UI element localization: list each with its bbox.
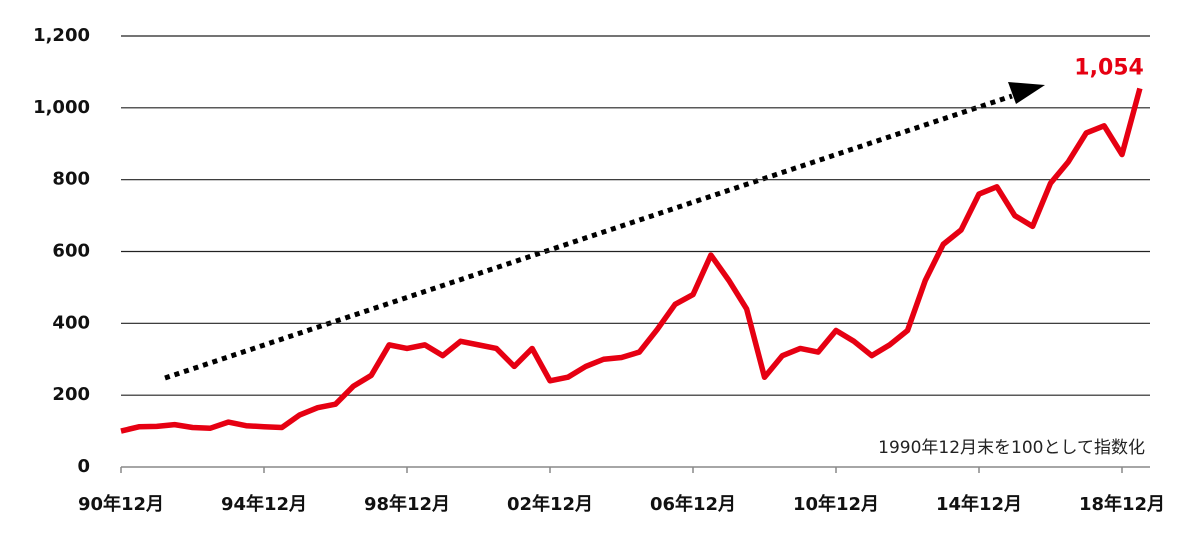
value-label: 1,054 (1074, 55, 1144, 80)
x-tick-label: 94年12月 (221, 493, 307, 515)
y-tick-label: 1,000 (33, 97, 90, 118)
y-tick-label: 200 (52, 384, 90, 405)
x-tick-label: 10年12月 (793, 493, 879, 515)
y-tick-label: 400 (52, 312, 90, 333)
x-tick-label: 98年12月 (364, 493, 450, 515)
y-tick-label: 0 (77, 456, 90, 477)
x-tick-label: 06年12月 (650, 493, 736, 515)
annotation: 1990年12月末を100として指数化 (878, 438, 1145, 458)
y-tick-label: 800 (52, 169, 90, 190)
x-tick-label: 90年12月 (78, 493, 164, 515)
arrow-head (1008, 82, 1045, 104)
x-tick-label: 18年12月 (1079, 493, 1165, 515)
y-tick-label: 600 (52, 241, 90, 262)
y-tick-label: 1,200 (33, 25, 90, 46)
line-series (120, 87, 1143, 434)
x-tick-label: 02年12月 (507, 493, 593, 515)
trend-arrow (164, 93, 1013, 381)
x-tick-label: 14年12月 (936, 493, 1022, 515)
